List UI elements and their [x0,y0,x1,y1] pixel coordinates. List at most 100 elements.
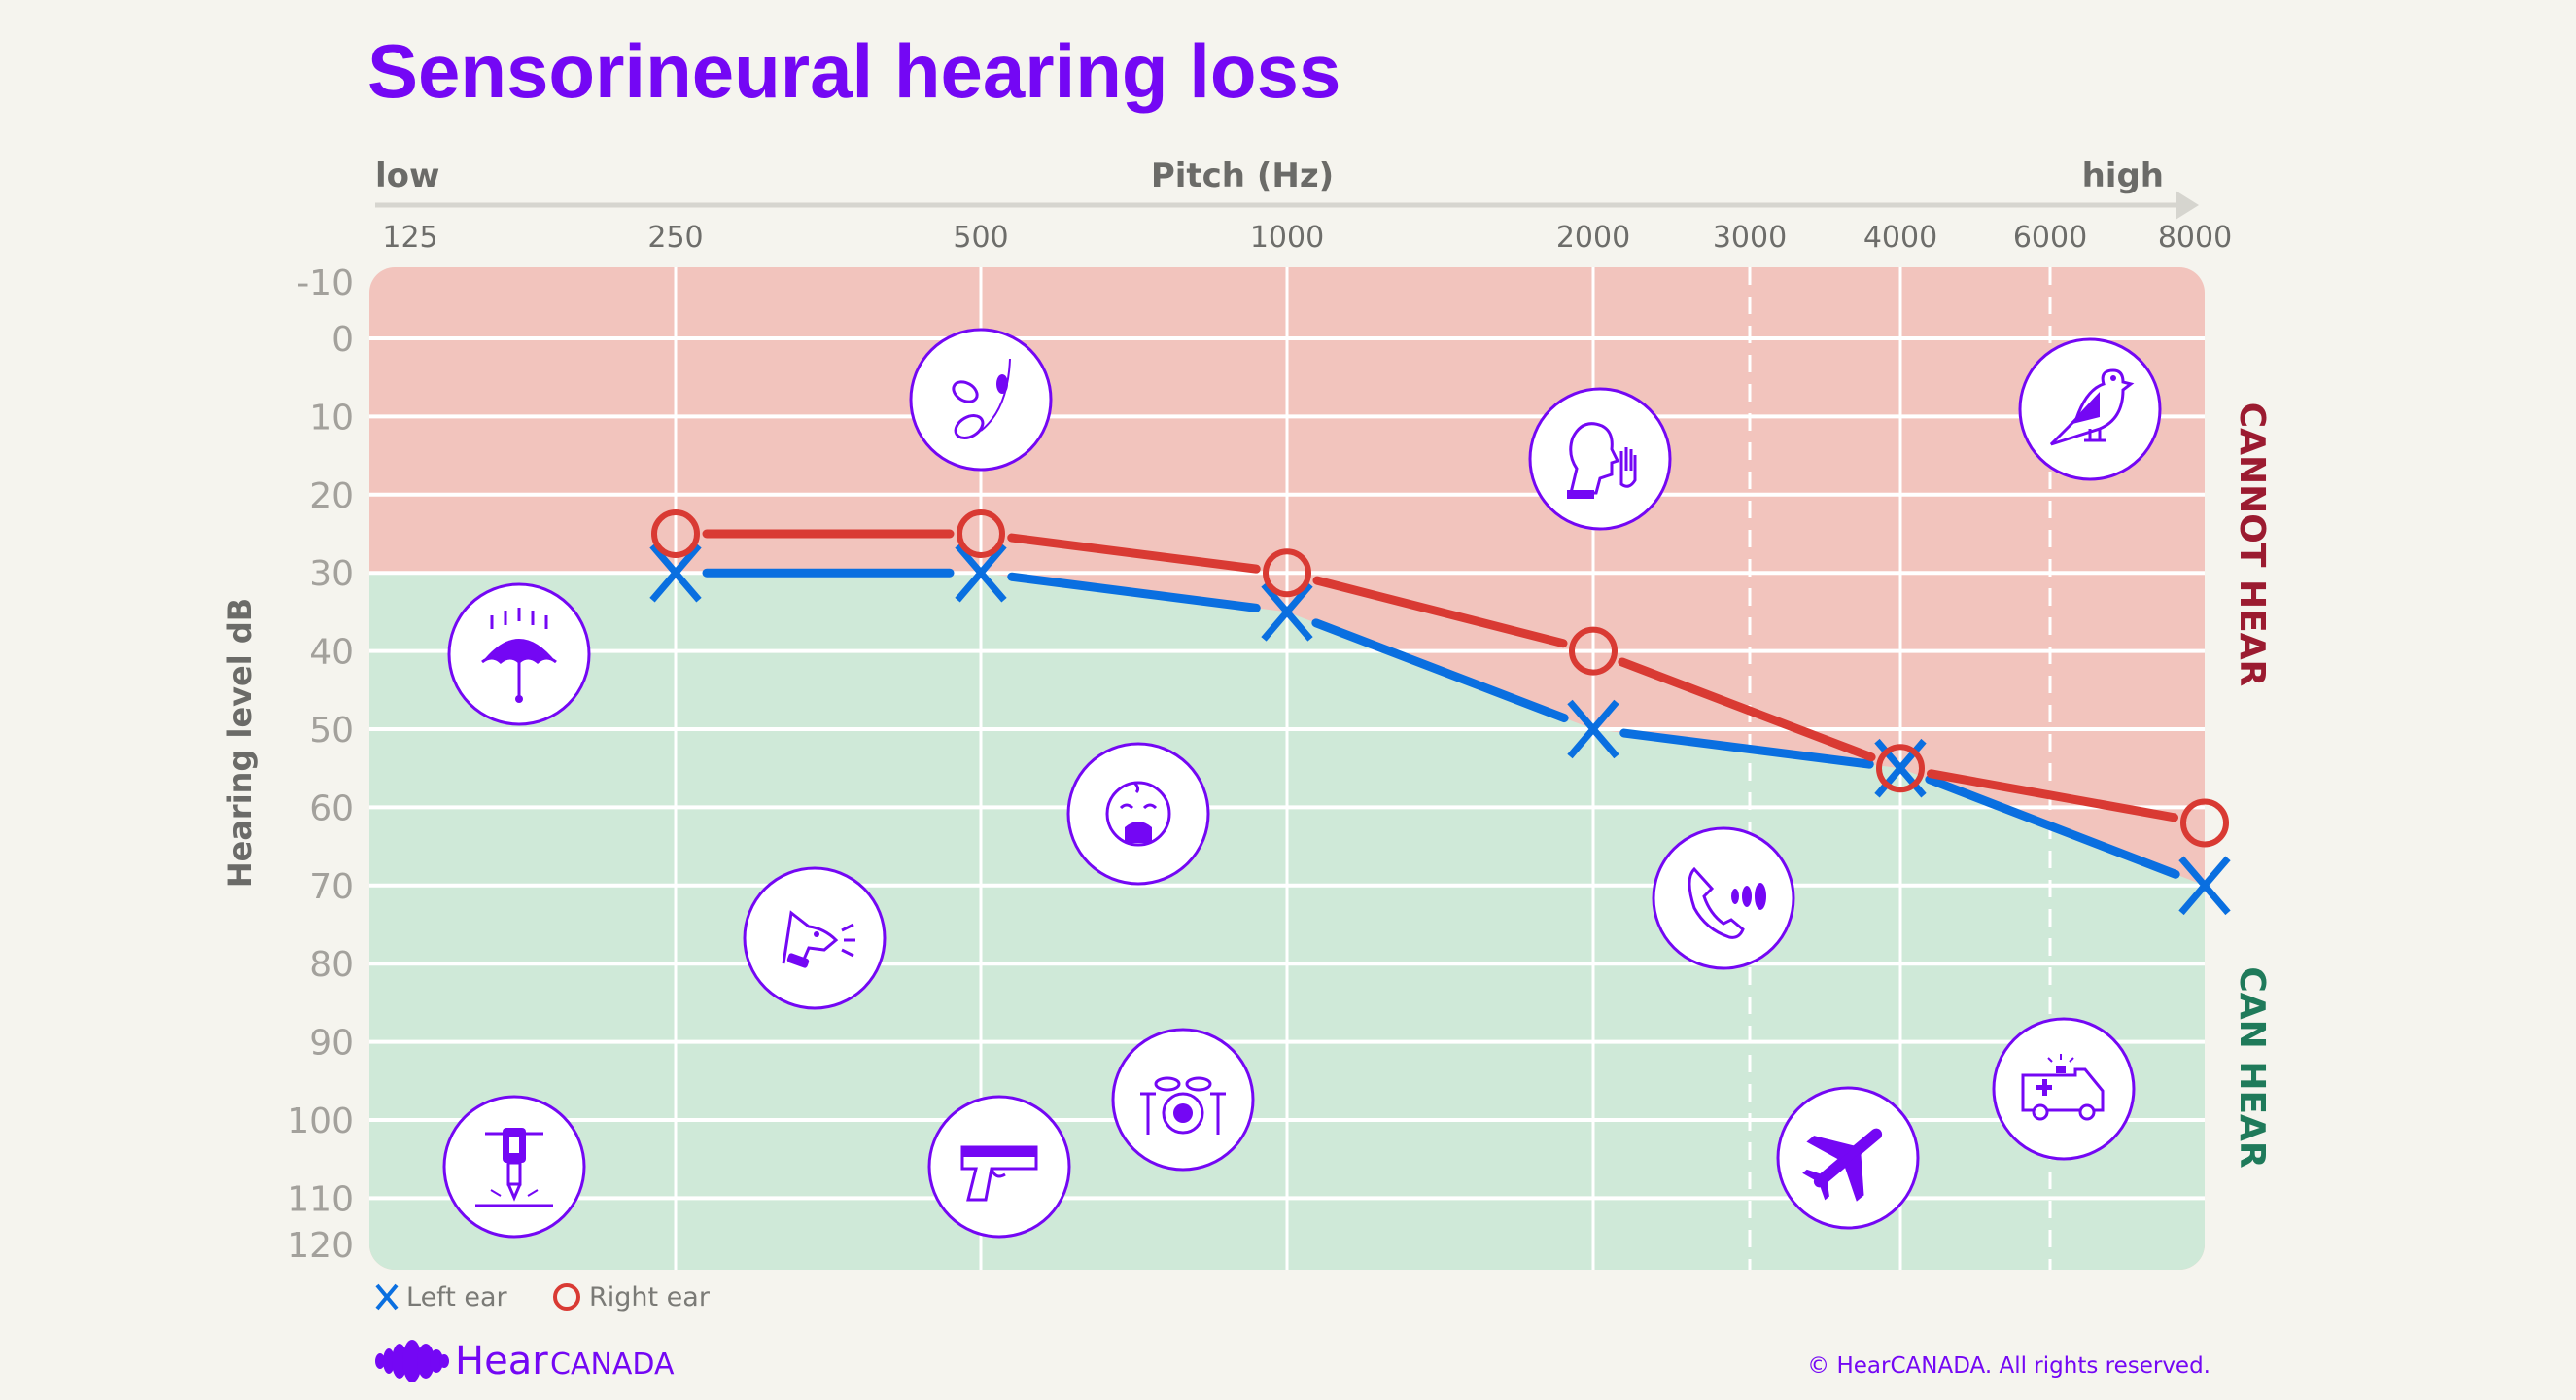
icon-badge [1652,826,1795,970]
icon-badge [909,328,1053,472]
falling-leaves-icon [909,328,1053,472]
legend-right-ear-marker-icon [553,1283,580,1311]
y-tick-label: 20 [309,476,354,516]
x-tick-label: 1000 [1250,221,1324,255]
whisper-icon-glyph [1567,422,1637,499]
y-tick-label: 120 [287,1226,354,1266]
x-tick-label: 125 [382,221,437,255]
series-layer [649,509,2231,916]
page-title: Sensorineural hearing loss [367,28,1340,114]
airplane-icon [1776,1086,1920,1230]
right-ear-marker [957,509,1005,558]
sound-icons [442,328,2162,1239]
x-tick-label: 8000 [2158,221,2232,255]
series-segment [1007,533,1261,574]
logo-canada: CANADA [550,1348,675,1382]
hearcanada-logo: Hear CANADA [375,1339,675,1383]
series-segment [1618,657,1876,762]
legend-left-ear-marker-icon [375,1283,399,1311]
y-tick-label: 110 [287,1179,354,1219]
ambulance-icon [1992,1017,2136,1161]
grid [369,267,2205,1270]
right-ear-marker [651,509,700,558]
x-tick-label: 4000 [1863,221,1937,255]
left-ear-marker [955,542,1007,603]
series-segment [1007,572,1261,612]
cannot-hear-label: CANNOT HEAR [2232,402,2272,687]
airplane-icon-glyph [1802,1128,1883,1202]
drum-kit-icon-glyph [1140,1076,1226,1135]
drum-kit-icon [1111,1028,1255,1172]
sound-wave-logo-icon [375,1340,449,1382]
series-segment [1926,769,2179,822]
x-axis-title: Pitch (Hz) [1151,157,1334,195]
right-ear-marker [2180,798,2229,848]
legend-right-ear: Right ear [589,1282,711,1312]
x-tick-label: 500 [953,221,1008,255]
icon-badge [1111,1028,1255,1172]
x-tick-label: 3000 [1713,221,1787,255]
y-tick-label: 70 [309,867,354,907]
ambulance-icon-glyph [2021,1054,2105,1121]
gun-icon-glyph [960,1145,1038,1202]
bird-chirping-icon [2018,337,2162,481]
can-hear-label: CAN HEAR [2232,966,2272,1168]
right-ear-marker [1263,548,1311,598]
umbrella-rain-icon [447,582,591,726]
falling-leaves-icon-glyph [952,358,1011,439]
left-ear-marker [1567,699,1619,759]
y-tick-label: 60 [309,788,354,828]
crying-baby-icon-glyph [1105,781,1171,847]
icon-badge [1066,742,1210,886]
y-tick-label: 80 [309,945,354,985]
logo-hear: Hear [455,1339,548,1383]
legend: Left ear Right ear [375,1282,711,1312]
y-tick-label: 30 [309,554,354,594]
icon-badge [1992,1017,2136,1161]
y-tick-label: -10 [296,263,354,303]
umbrella-rain-icon-glyph [481,608,557,703]
x-tick-label: 250 [647,221,703,255]
series-segment [1619,728,1874,769]
gun-icon [927,1095,1071,1239]
legend-left-ear: Left ear [406,1282,508,1312]
y-tick-labels: -10 0 10 20 30 40 50 60 70 80 90 100 110 120 [287,263,354,1266]
left-ear-marker [649,542,702,603]
y-tick-label: 0 [331,320,354,360]
y-tick-label: 100 [287,1102,354,1141]
y-tick-label: 40 [309,633,354,673]
jackhammer-icon [442,1095,586,1239]
y-tick-label: 10 [309,398,354,438]
x-low-label: low [375,157,439,195]
bird-chirping-icon-glyph [2049,368,2135,446]
series-segment [1312,576,1568,648]
left-ear-marker [1261,582,1313,642]
right-ear-marker [1569,626,1618,676]
plot-area [369,267,2205,1270]
x-tick-label: 2000 [1556,221,1630,255]
phone-ringing-icon-glyph [1688,866,1766,939]
y-axis-title: Hearing level dB [222,598,259,888]
series-segment [1311,618,1569,723]
phone-ringing-icon [1652,826,1795,970]
y-tick-label: 50 [309,711,354,751]
left-ear-marker [2178,856,2231,916]
series-segment [1925,775,2180,879]
barking-dog-icon-glyph [782,910,855,968]
icon-badge [1528,387,1672,531]
pitch-arrow-head-icon [2176,191,2199,220]
x-tick-labels: 125 250 500 1000 2000 3000 4000 6000 8000 [382,221,2232,255]
crying-baby-icon [1066,742,1210,886]
copyright: © HearCANADA. All rights reserved. [1807,1353,2210,1379]
x-tick-label: 6000 [2013,221,2087,255]
icon-badge [927,1095,1071,1239]
icon-badge [743,866,887,1010]
icon-badge [442,1095,586,1239]
barking-dog-icon [743,866,887,1010]
jackhammer-icon-glyph [475,1128,553,1208]
y-tick-label: 90 [309,1024,354,1064]
right-ear-marker [1876,744,1925,793]
whisper-icon [1528,387,1672,531]
x-high-label: high [2082,157,2164,195]
